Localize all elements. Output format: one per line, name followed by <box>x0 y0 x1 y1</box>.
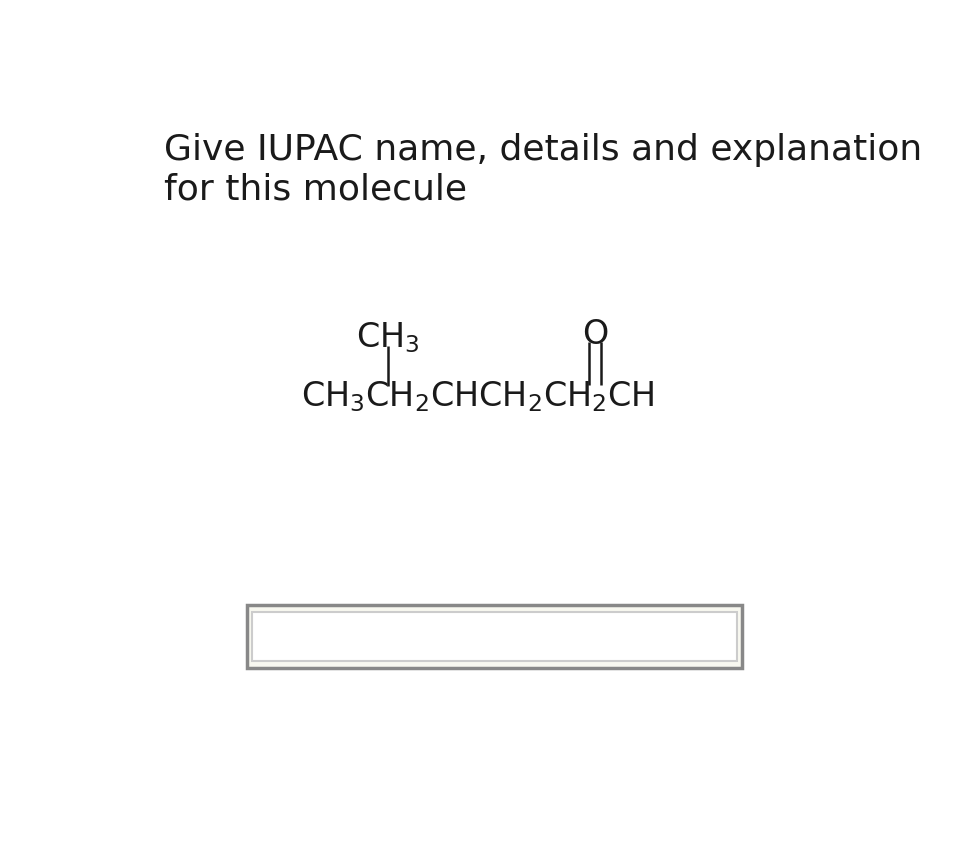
Text: O: O <box>582 317 608 351</box>
Text: CH$_3$CH$_2$CHCH$_2$CH$_2$CH: CH$_3$CH$_2$CHCH$_2$CH$_2$CH <box>301 379 654 414</box>
Text: CH$_3$: CH$_3$ <box>356 320 420 355</box>
Text: for this molecule: for this molecule <box>164 172 467 206</box>
FancyBboxPatch shape <box>247 605 743 668</box>
FancyBboxPatch shape <box>252 612 737 661</box>
Text: Give IUPAC name, details and explanation: Give IUPAC name, details and explanation <box>164 133 922 166</box>
